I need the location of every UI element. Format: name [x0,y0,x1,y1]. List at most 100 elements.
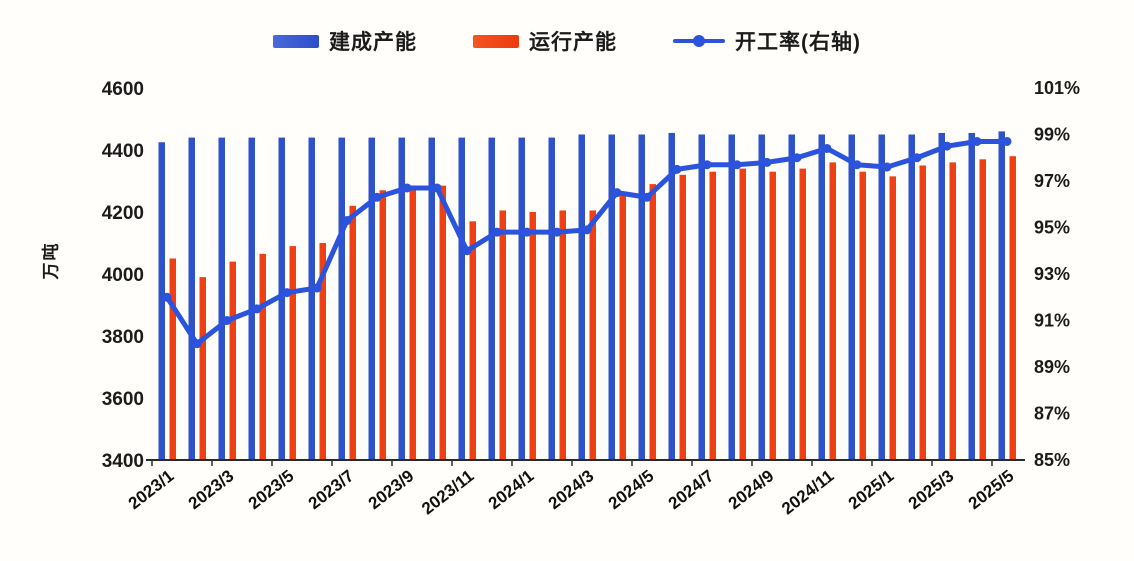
legend-label-built-capacity: 建成产能 [329,31,417,54]
legend-item-operating-capacity: 运行产能 [473,26,617,56]
operating-capacity-bar [409,187,416,460]
operating-capacity-bar [949,162,956,460]
right-axis-tick-label: 97% [1034,171,1070,191]
operating-capacity-bar [679,174,686,461]
operating-rate-marker [252,304,262,314]
operating-rate-marker [222,316,232,325]
built-capacity-bar [608,134,615,460]
x-axis-tick-label: 2024/9 [725,466,778,513]
x-axis-tick-label: 2025/5 [965,466,1018,513]
x-axis-tick-label: 2023/7 [305,466,358,513]
built-capacity-bar [938,132,945,460]
operating-capacity-bar [559,210,566,460]
built-capacity-bar [638,134,645,460]
left-axis-tick-label: 3800 [102,327,144,348]
operating-capacity-bar [499,210,506,460]
operating-capacity-bar [529,212,536,460]
operating-capacity-bar [199,277,206,460]
operating-rate-marker [462,246,472,256]
right-axis-tick-label: 93% [1034,264,1070,284]
built-capacity-bar [878,134,885,460]
operating-capacity-bar [859,171,866,460]
legend-item-built-capacity: 建成产能 [273,26,417,56]
operating-rate-marker [522,227,532,237]
operating-capacity-bar [769,171,776,460]
x-axis-tick-label: 2025/3 [905,466,958,513]
operating-rate-marker [282,288,292,298]
x-axis-tick-label: 2023/3 [185,466,238,513]
built-capacity-bar [788,134,795,460]
operating-capacity-bar [889,176,896,460]
operating-capacity-swatch-icon [473,34,519,48]
operating-rate-marker [642,192,652,202]
built-capacity-bar [818,134,825,460]
right-axis-tick-label: 101% [1034,78,1080,98]
chart-legend: 建成产能 运行产能 开工率(右轴) [0,26,1134,56]
left-axis-tick-label: 3400 [102,451,144,472]
operating-capacity-bar [229,261,236,460]
operating-capacity-bar [589,210,596,460]
operating-rate-marker [612,188,622,198]
operating-capacity-bar [979,159,986,461]
built-capacity-bar [158,142,165,460]
built-capacity-bar [278,137,285,460]
x-axis-tick-label: 2025/1 [845,466,898,513]
operating-rate-marker [672,164,682,174]
operating-rate-marker [792,153,802,163]
right-axis-tick-label: 99% [1034,125,1070,145]
operating-rate-marker [912,153,922,163]
operating-rate-marker [1002,136,1012,146]
right-axis-tick-label: 87% [1034,404,1070,424]
legend-label-operating-capacity: 运行产能 [529,31,617,54]
built-capacity-bar [728,134,735,460]
built-capacity-bar [698,134,705,460]
left-axis-tick-label: 4400 [102,141,144,162]
operating-rate-marker [162,292,172,302]
built-capacity-bar [758,134,765,460]
x-axis-tick-label: 2024/3 [545,466,598,513]
operating-rate-marker [402,183,412,193]
built-capacity-bar [848,134,855,460]
operating-rate-marker [732,160,742,170]
built-capacity-bar [188,137,195,460]
right-axis-tick-label: 89% [1034,357,1070,377]
operating-rate-marker [432,183,442,193]
x-axis-tick-label: 2024/1 [485,466,538,513]
x-axis-tick-label: 2023/5 [245,466,298,513]
operating-capacity-bar [169,258,176,460]
operating-capacity-bar [829,162,836,460]
operating-rate-marker [582,225,592,235]
operating-capacity-bar [919,165,926,460]
x-axis-tick-label: 2023/9 [365,466,418,513]
built-capacity-bar [578,134,585,460]
operating-capacity-bar [379,190,386,461]
built-capacity-bar [668,132,675,460]
built-capacity-bar [398,137,405,460]
x-axis-tick-label: 2024/11 [778,466,837,518]
operating-rate-marker [702,160,712,170]
x-axis-tick-label: 2024/5 [605,466,658,513]
operating-capacity-bar [439,185,446,460]
legend-item-operating-rate: 开工率(右轴) [673,26,861,56]
operating-rate-marker [372,192,382,202]
operating-rate-marker [192,339,202,349]
operating-capacity-bar [709,171,716,460]
operating-rate-marker [342,216,352,226]
right-axis-tick-label: 85% [1034,450,1070,470]
left-axis-tick-label: 3600 [102,389,144,410]
built-capacity-bar [968,132,975,460]
built-capacity-bar [908,134,915,460]
right-axis-tick-label: 95% [1034,218,1070,238]
operating-capacity-bar [259,253,266,460]
legend-label-operating-rate: 开工率(右轴) [735,31,861,54]
right-axis-tick-label: 91% [1034,311,1070,331]
left-axis-tick-label: 4200 [102,203,144,224]
built-capacity-bar [548,137,555,460]
left-axis-tick-label: 4000 [102,265,144,286]
built-capacity-bar [518,137,525,460]
operating-rate-marker [942,141,952,151]
operating-rate-marker [762,157,772,167]
x-axis-tick-label: 2024/7 [665,466,718,513]
operating-rate-line-icon [673,34,725,48]
